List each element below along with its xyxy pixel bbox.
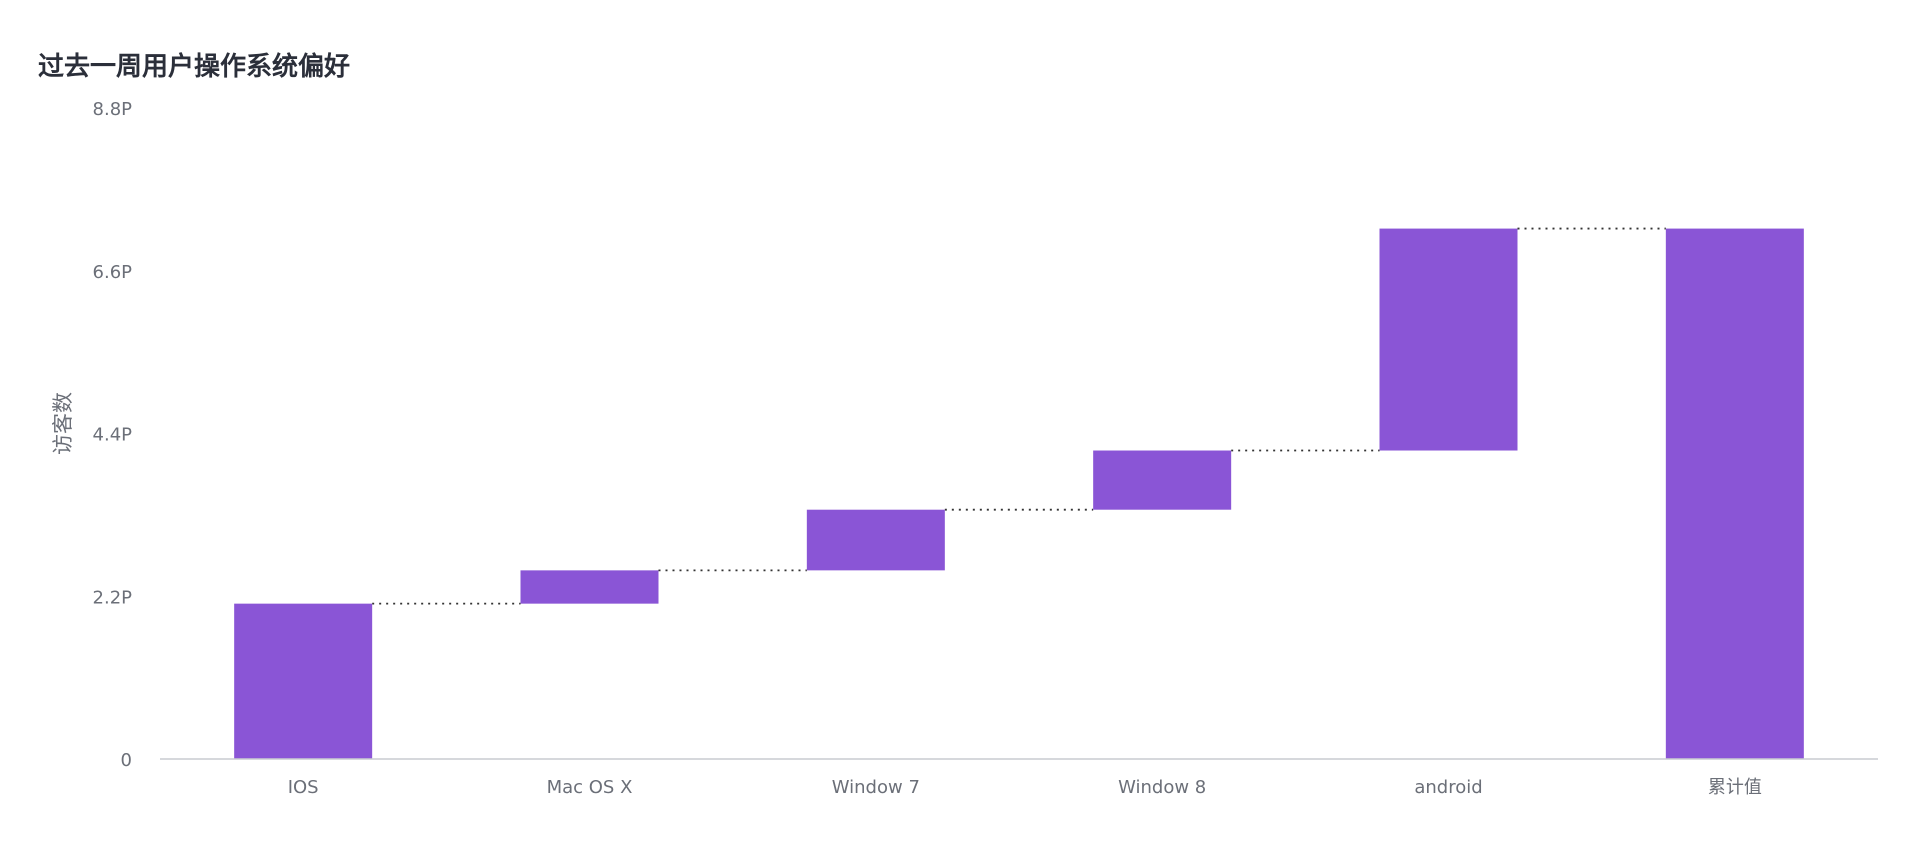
bar (1379, 228, 1518, 451)
x-tick-label: IOS (288, 777, 319, 798)
bar (806, 509, 945, 571)
x-axis-ticks: IOS Mac OS X Window 7 Window 8 android 累计值 (288, 777, 1762, 798)
bar (1093, 450, 1232, 510)
bar (520, 570, 659, 604)
y-tick-label: 2.2P (93, 587, 133, 608)
y-axis-title: 访客数 (51, 392, 75, 455)
y-tick-label: 0 (121, 750, 132, 771)
y-tick-label: 6.6P (93, 262, 133, 283)
bar (234, 603, 373, 759)
y-tick-label: 4.4P (93, 425, 133, 446)
y-axis-ticks: 0 2.2P 4.4P 6.6P 8.8P (93, 99, 133, 771)
x-tick-label: Window 8 (1118, 777, 1206, 798)
x-tick-label: 累计值 (1708, 777, 1762, 798)
y-tick-label: 8.8P (93, 99, 133, 120)
x-tick-label: android (1414, 777, 1482, 798)
x-tick-label: Mac OS X (547, 777, 633, 798)
chart-title: 过去一周用户操作系统偏好 (38, 52, 351, 82)
bar (1665, 228, 1804, 760)
x-tick-label: Window 7 (832, 777, 920, 798)
bars (234, 228, 1804, 760)
